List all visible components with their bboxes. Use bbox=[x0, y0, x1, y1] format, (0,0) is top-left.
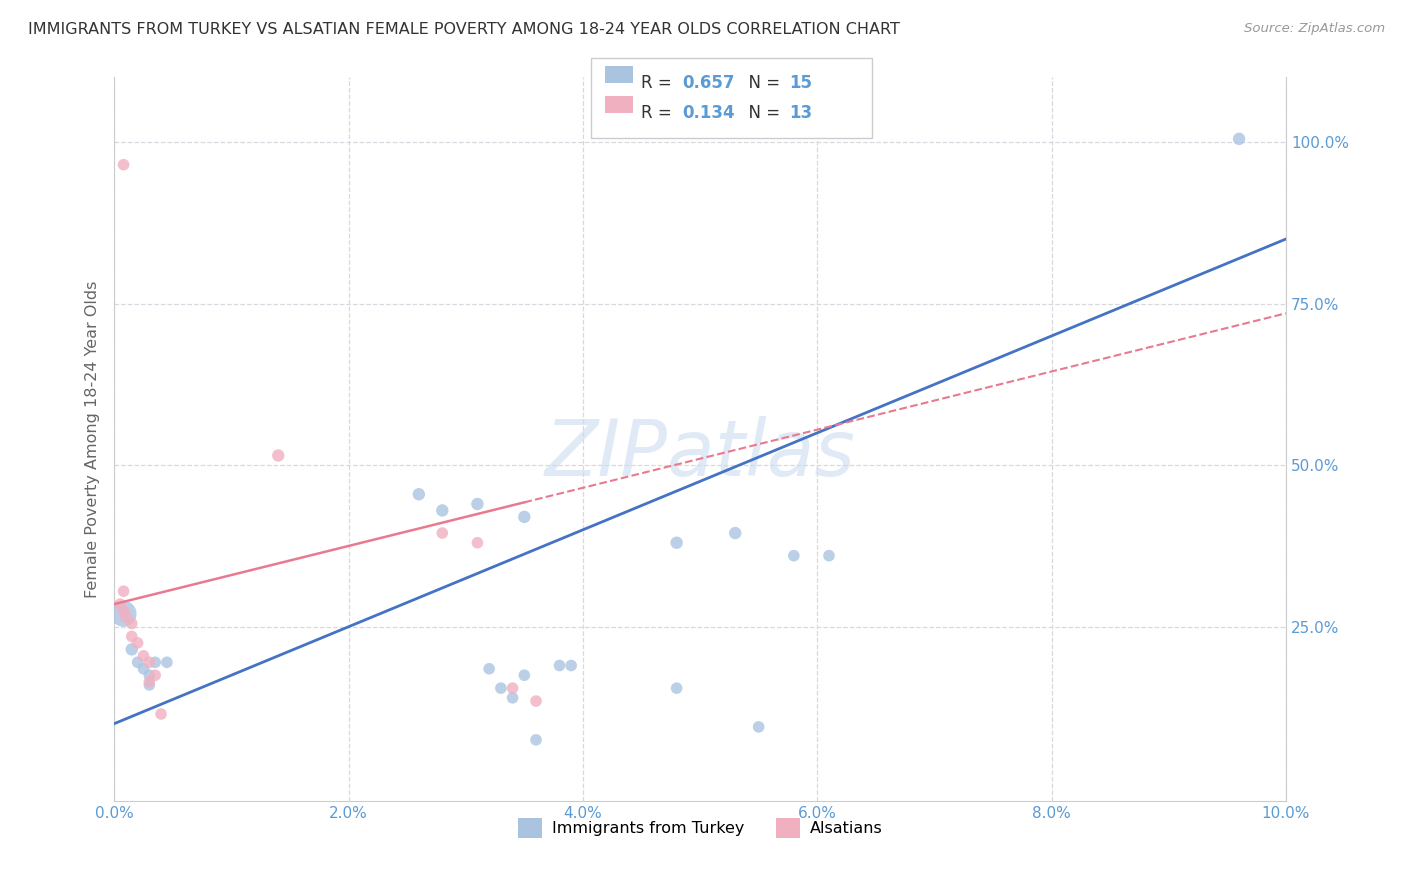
Point bbox=[127, 636, 149, 650]
Point bbox=[138, 674, 160, 689]
Point bbox=[143, 655, 166, 669]
Text: R =: R = bbox=[641, 74, 678, 92]
Point bbox=[818, 549, 841, 563]
Point bbox=[112, 158, 135, 172]
Text: N =: N = bbox=[738, 104, 786, 122]
Point bbox=[108, 597, 131, 611]
Text: 0.657: 0.657 bbox=[682, 74, 734, 92]
Point bbox=[502, 681, 524, 695]
Point bbox=[524, 732, 547, 747]
Text: 15: 15 bbox=[789, 74, 811, 92]
Point bbox=[432, 503, 454, 517]
Point bbox=[127, 655, 149, 669]
Point bbox=[138, 655, 160, 669]
Point bbox=[150, 706, 173, 721]
Point bbox=[783, 549, 806, 563]
Point bbox=[143, 668, 166, 682]
Point bbox=[665, 535, 688, 549]
Point bbox=[665, 681, 688, 695]
Legend: Immigrants from Turkey, Alsatians: Immigrants from Turkey, Alsatians bbox=[512, 812, 889, 844]
Text: R =: R = bbox=[641, 104, 678, 122]
Point bbox=[132, 648, 155, 663]
Text: 13: 13 bbox=[789, 104, 811, 122]
Point bbox=[513, 668, 536, 682]
Point bbox=[267, 449, 290, 463]
Point bbox=[467, 535, 489, 549]
Point bbox=[1227, 132, 1250, 146]
Text: ZIPatlas: ZIPatlas bbox=[544, 416, 855, 491]
Point bbox=[524, 694, 547, 708]
Point bbox=[138, 678, 160, 692]
Point bbox=[513, 509, 536, 524]
Text: N =: N = bbox=[738, 74, 786, 92]
Point bbox=[112, 584, 135, 599]
Point bbox=[724, 526, 747, 541]
Point bbox=[478, 662, 501, 676]
Point bbox=[502, 690, 524, 705]
Text: IMMIGRANTS FROM TURKEY VS ALSATIAN FEMALE POVERTY AMONG 18-24 YEAR OLDS CORRELAT: IMMIGRANTS FROM TURKEY VS ALSATIAN FEMAL… bbox=[28, 22, 900, 37]
Point bbox=[112, 604, 135, 618]
Point bbox=[548, 658, 571, 673]
Point bbox=[408, 487, 430, 501]
Text: 0.134: 0.134 bbox=[682, 104, 734, 122]
Point bbox=[489, 681, 512, 695]
Point bbox=[138, 668, 160, 682]
Point bbox=[748, 720, 770, 734]
Point bbox=[121, 642, 143, 657]
Point bbox=[112, 607, 135, 621]
Point bbox=[121, 629, 143, 643]
Point bbox=[156, 655, 179, 669]
Point bbox=[115, 610, 138, 624]
Point bbox=[432, 526, 454, 541]
Point bbox=[121, 616, 143, 631]
Point bbox=[560, 658, 582, 673]
Point bbox=[132, 662, 155, 676]
Text: Source: ZipAtlas.com: Source: ZipAtlas.com bbox=[1244, 22, 1385, 36]
Y-axis label: Female Poverty Among 18-24 Year Olds: Female Poverty Among 18-24 Year Olds bbox=[86, 281, 100, 598]
Point bbox=[467, 497, 489, 511]
